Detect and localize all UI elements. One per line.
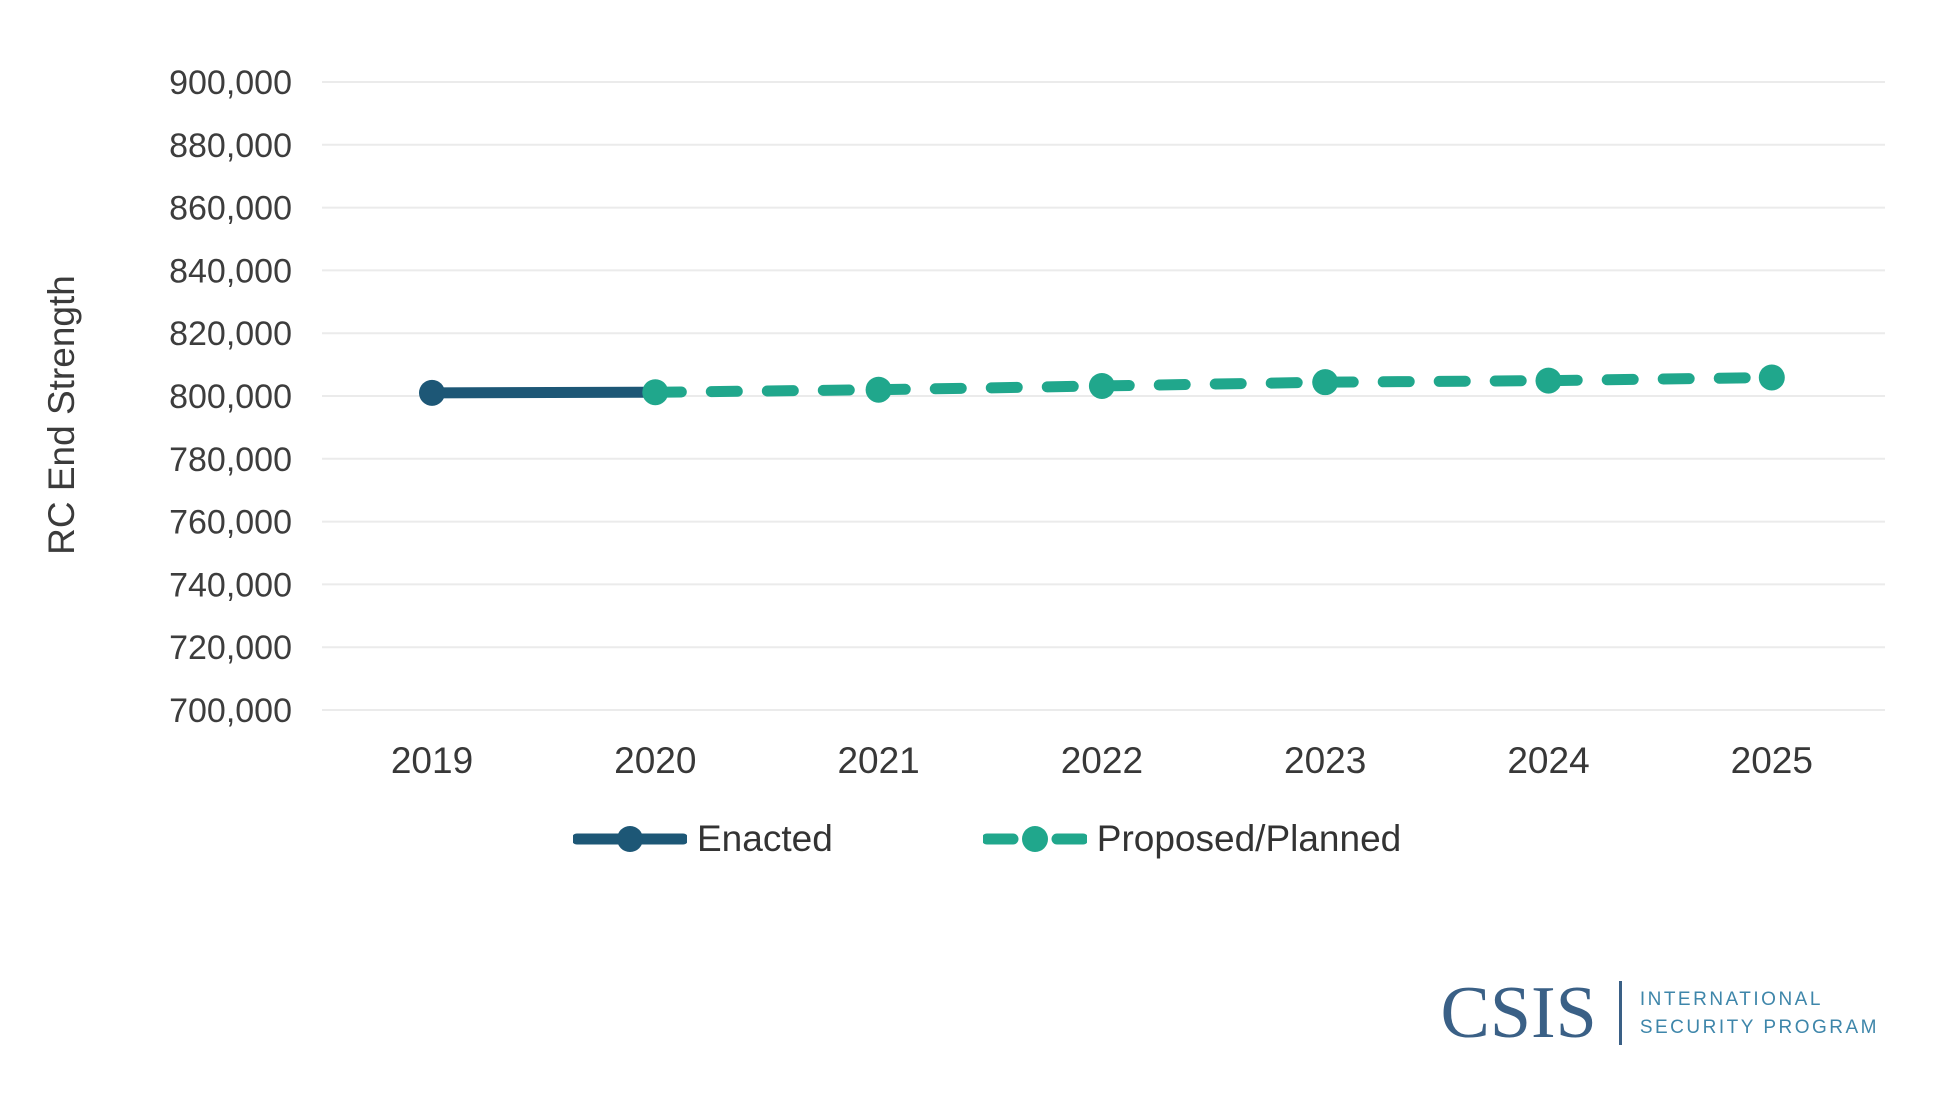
legend-label-enacted: Enacted — [697, 818, 833, 859]
series-line — [649, 371, 1778, 398]
csis-logo: CSIS INTERNATIONAL SECURITY PROGRAM — [1441, 976, 1880, 1050]
y-axis-tick-labels: 900,000 880,000 860,000 840,000 820,000 800,0… — [169, 64, 292, 730]
program-name: INTERNATIONAL SECURITY PROGRAM — [1640, 990, 1879, 1037]
series-proposed-planned — [649, 371, 1778, 398]
y-tick-label: 860,000 — [169, 190, 292, 228]
enacted-line-swatch-icon — [573, 826, 687, 852]
program-line-1: INTERNATIONAL — [1639, 988, 1823, 1010]
legend-label-proposed-planned: Proposed/Planned — [1096, 818, 1402, 859]
y-tick-label: 900,000 — [169, 64, 292, 102]
data-point — [642, 379, 669, 406]
x-tick-label: 2021 — [837, 740, 919, 781]
x-tick-label: 2022 — [1061, 740, 1143, 781]
series-markers-enacted — [419, 379, 445, 406]
y-tick-label: 720,000 — [169, 629, 292, 667]
x-tick-label: 2019 — [391, 740, 473, 781]
y-tick-label: 780,000 — [169, 441, 292, 479]
series-markers-proposed-planned — [642, 364, 1785, 406]
data-point — [1312, 369, 1339, 396]
proposed-dashed-line-swatch-icon — [982, 826, 1087, 852]
series-line — [426, 386, 661, 399]
x-axis-tick-labels: 2019 2020 2021 2022 2023 2024 2025 — [391, 740, 1813, 781]
data-point — [1535, 367, 1562, 394]
csis-wordmark: CSIS — [1440, 972, 1597, 1054]
legend-item-proposed-planned: Proposed/Planned — [982, 818, 1402, 860]
data-point — [419, 379, 445, 406]
legend: Enacted Proposed/Planned — [573, 818, 1401, 860]
logo-divider — [1618, 981, 1622, 1045]
x-tick-label: 2023 — [1284, 740, 1366, 781]
legend-item-enacted: Enacted — [573, 818, 833, 860]
y-axis-title: RC End Strength — [41, 275, 82, 555]
x-tick-label: 2020 — [614, 740, 696, 781]
y-tick-label: 740,000 — [169, 566, 292, 604]
data-point — [1088, 372, 1115, 399]
data-point — [1758, 364, 1785, 391]
y-tick-label: 700,000 — [169, 692, 292, 730]
series-enacted — [426, 386, 661, 399]
y-tick-label: 760,000 — [169, 504, 292, 542]
program-line-2: SECURITY PROGRAM — [1639, 1016, 1879, 1038]
y-tick-label: 820,000 — [169, 315, 292, 353]
y-tick-label: 880,000 — [169, 127, 292, 165]
data-point — [865, 376, 892, 403]
y-tick-label: 800,000 — [169, 378, 292, 416]
x-tick-label: 2025 — [1731, 740, 1813, 781]
x-tick-label: 2024 — [1507, 740, 1589, 781]
y-tick-label: 840,000 — [169, 252, 292, 290]
